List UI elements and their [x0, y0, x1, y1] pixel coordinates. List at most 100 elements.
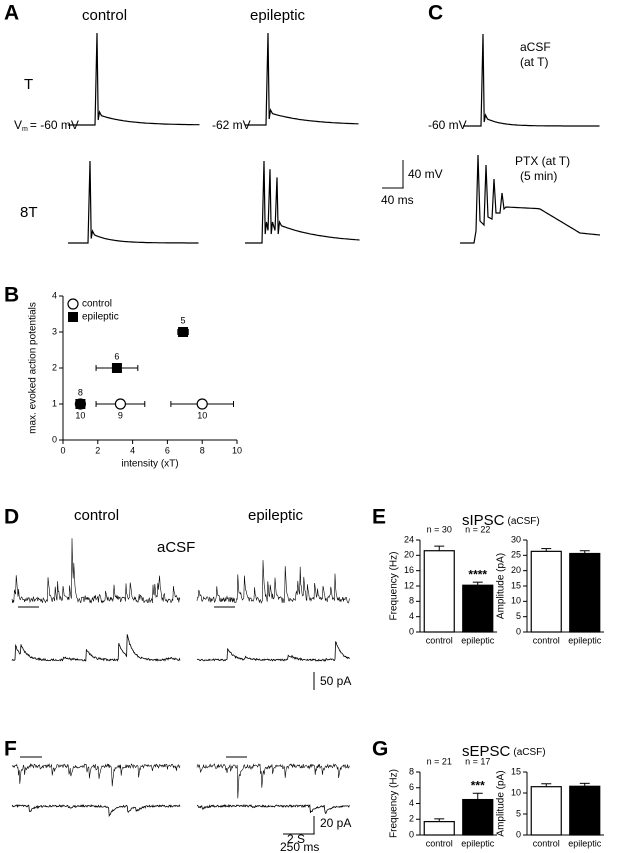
x-tick-label: control	[426, 635, 453, 645]
x-tick-label: 8	[200, 445, 205, 455]
legend-label: epileptic	[82, 312, 119, 323]
trace	[68, 32, 200, 126]
trace	[196, 640, 350, 662]
y-tick-label: 30	[511, 534, 521, 544]
marker	[114, 398, 127, 410]
y-tick-label: 2	[52, 362, 57, 372]
bar	[569, 552, 601, 633]
condition: (5 min)	[520, 169, 557, 183]
marker	[111, 363, 122, 373]
subtitle: (aCSF)	[513, 747, 545, 758]
membrane-potential: -62 mV	[212, 118, 251, 132]
x-tick-label: epileptic	[568, 635, 602, 645]
trace	[11, 634, 181, 662]
bar	[423, 550, 455, 633]
y-tick-label: 20	[404, 550, 414, 560]
marker	[75, 399, 86, 409]
x-tick-label: 0	[60, 445, 65, 455]
panel-title: sEPSC (aCSF)	[462, 743, 546, 760]
y-tick-label: 10	[511, 787, 521, 797]
title: sIPSC	[462, 512, 505, 529]
bar	[462, 798, 494, 836]
trace	[245, 32, 359, 126]
scale-label: 2 S	[287, 832, 305, 846]
trace	[11, 804, 181, 817]
panel-label: G	[372, 738, 388, 761]
panel-title: sIPSC (aCSF)	[462, 512, 540, 529]
n-annotation: n = 17	[465, 756, 490, 766]
x-tick-label: 6	[165, 445, 170, 455]
n-label: 6	[114, 351, 119, 361]
x-tick-label: epileptic	[461, 635, 495, 645]
bar	[462, 584, 494, 633]
column-heading: control	[82, 7, 127, 24]
y-tick-label: 0	[516, 626, 521, 636]
x-tick-label: 2	[95, 445, 100, 455]
column-heading: epileptic	[248, 507, 304, 524]
y-tick-label: 0	[409, 626, 414, 636]
vm-value: = -60 mV	[30, 118, 79, 132]
vm-symbol: V	[14, 118, 22, 132]
trace	[11, 763, 181, 787]
n-annotation: n = 22	[465, 524, 490, 534]
panel-label: D	[4, 506, 19, 529]
subtitle: (aCSF)	[508, 516, 540, 527]
panel-label: B	[4, 284, 19, 307]
n-annotation: n = 30	[427, 524, 452, 534]
y-tick-label: 0	[52, 434, 57, 444]
y-axis-label: Amplitude (pA)	[496, 553, 507, 619]
scale-label: 40 ms	[381, 193, 414, 207]
x-tick-label: control	[533, 838, 560, 848]
y-tick-label: 16	[404, 565, 414, 575]
trace	[460, 154, 601, 244]
y-tick-label: 1	[52, 398, 57, 408]
x-tick-label: 10	[232, 445, 242, 455]
legend-label: control	[82, 299, 112, 310]
scale-label: 250 ms	[280, 840, 319, 853]
y-tick-label: 8	[409, 766, 414, 776]
y-tick-label: 15	[511, 766, 521, 776]
y-tick-label: 8	[409, 596, 414, 606]
y-tick-label: 6	[409, 782, 414, 792]
column-heading: control	[74, 507, 119, 524]
y-axis-label: Frequency (Hz)	[389, 769, 400, 838]
trace	[68, 160, 199, 244]
y-tick-label: 10	[511, 596, 521, 606]
y-tick-label: 4	[409, 798, 414, 808]
y-axis-label: Frequency (Hz)	[389, 552, 400, 621]
vm-subscript: m	[22, 126, 28, 133]
x-tick-label: 4	[130, 445, 135, 455]
bar	[530, 550, 562, 633]
y-tick-label: 4	[409, 611, 414, 621]
membrane-potential: Vm = -60 mV	[14, 118, 79, 133]
x-axis-label: intensity (xT)	[121, 459, 178, 470]
trace	[196, 560, 350, 604]
y-axis-label: max. evoked action potentials	[28, 302, 39, 434]
bar	[569, 785, 601, 836]
condition: (at T)	[520, 55, 548, 69]
condition: aCSF	[520, 40, 551, 54]
n-label: 10	[197, 410, 207, 420]
y-tick-label: 12	[404, 580, 414, 590]
y-tick-label: 5	[516, 808, 521, 818]
n-label: 9	[118, 410, 123, 420]
n-annotation: n = 21	[427, 756, 452, 766]
panel-label: C	[428, 2, 443, 25]
membrane-potential: -60 mV	[428, 118, 467, 132]
marker	[178, 327, 189, 337]
y-tick-label: 20	[511, 565, 521, 575]
condition: aCSF	[157, 539, 195, 556]
n-label: 10	[75, 410, 85, 420]
row-label: 8T	[20, 204, 38, 221]
scale-label: 40 mV	[408, 167, 443, 181]
x-tick-label: control	[533, 635, 560, 645]
marker	[68, 312, 78, 322]
title: sEPSC	[462, 743, 511, 760]
x-tick-label: epileptic	[568, 838, 602, 848]
scale-label: 20 pA	[320, 816, 351, 830]
y-tick-label: 0	[516, 829, 521, 839]
trace	[196, 763, 350, 799]
y-tick-label: 4	[52, 290, 57, 300]
y-tick-label: 24	[404, 534, 414, 544]
trace	[245, 160, 360, 244]
